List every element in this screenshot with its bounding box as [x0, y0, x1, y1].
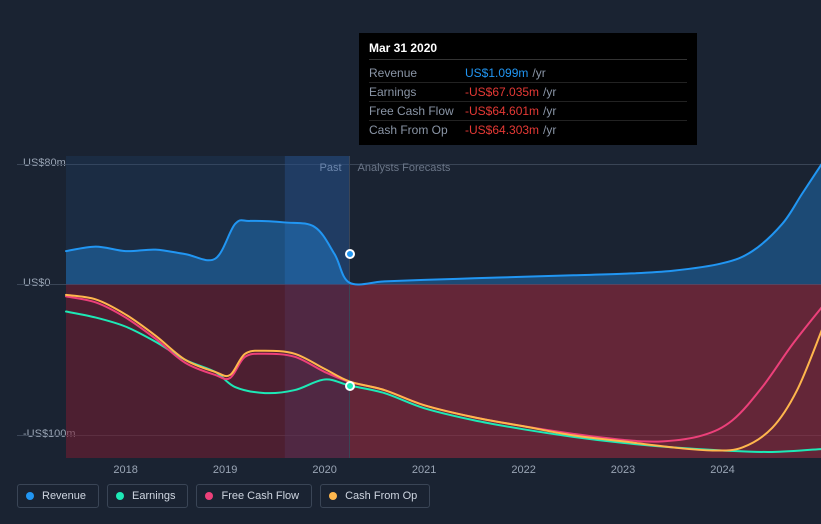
tooltip-row-label: Cash From Op — [369, 123, 465, 137]
chart-tooltip: Mar 31 2020 RevenueUS$1.099m/yrEarnings-… — [359, 33, 697, 145]
tooltip-row: Free Cash Flow-US$64.601m/yr — [369, 102, 687, 121]
tooltip-row-unit: /yr — [543, 85, 556, 99]
tooltip-row-unit: /yr — [543, 104, 556, 118]
legend-dot-icon — [205, 492, 213, 500]
legend-item-cfo[interactable]: Cash From Op — [320, 484, 430, 508]
tooltip-row-label: Free Cash Flow — [369, 104, 465, 118]
tooltip-row: Earnings-US$67.035m/yr — [369, 83, 687, 102]
legend-label: Revenue — [42, 490, 86, 502]
legend-dot-icon — [116, 492, 124, 500]
tooltip-row-unit: /yr — [532, 66, 545, 80]
y-tick-label: US$80m — [23, 157, 66, 169]
tooltip-row: Cash From Op-US$64.303m/yr — [369, 121, 687, 139]
tooltip-row-value: -US$67.035m — [465, 85, 539, 99]
x-tick-label: 2020 — [312, 464, 336, 476]
tooltip-row-value: -US$64.601m — [465, 104, 539, 118]
chart-legend: Revenue Earnings Free Cash Flow Cash From O… — [17, 484, 430, 508]
legend-item-earnings[interactable]: Earnings — [107, 484, 188, 508]
financials-chart: Mar 31 2020 RevenueUS$1.099m/yrEarnings-… — [17, 15, 804, 475]
x-tick-label: 2023 — [611, 464, 635, 476]
x-tick-label: 2018 — [113, 464, 137, 476]
legend-item-fcf[interactable]: Free Cash Flow — [196, 484, 312, 508]
x-tick-label: 2024 — [710, 464, 734, 476]
tooltip-row-value: -US$64.303m — [465, 123, 539, 137]
x-tick-label: 2019 — [213, 464, 237, 476]
tooltip-date: Mar 31 2020 — [369, 41, 687, 60]
y-tick-label: US$0 — [23, 277, 51, 289]
chart-marker — [345, 381, 355, 391]
legend-label: Free Cash Flow — [221, 490, 299, 502]
tooltip-row-unit: /yr — [543, 123, 556, 137]
x-tick-label: 2022 — [511, 464, 535, 476]
legend-dot-icon — [329, 492, 337, 500]
x-tick-label: 2021 — [412, 464, 436, 476]
tooltip-row-value: US$1.099m — [465, 66, 528, 80]
tooltip-row-label: Earnings — [369, 85, 465, 99]
legend-dot-icon — [26, 492, 34, 500]
tooltip-row: RevenueUS$1.099m/yr — [369, 64, 687, 83]
legend-label: Earnings — [132, 490, 175, 502]
chart-marker — [345, 249, 355, 259]
tooltip-row-label: Revenue — [369, 66, 465, 80]
legend-label: Cash From Op — [345, 490, 417, 502]
chart-plot[interactable] — [66, 156, 821, 458]
legend-item-revenue[interactable]: Revenue — [17, 484, 99, 508]
